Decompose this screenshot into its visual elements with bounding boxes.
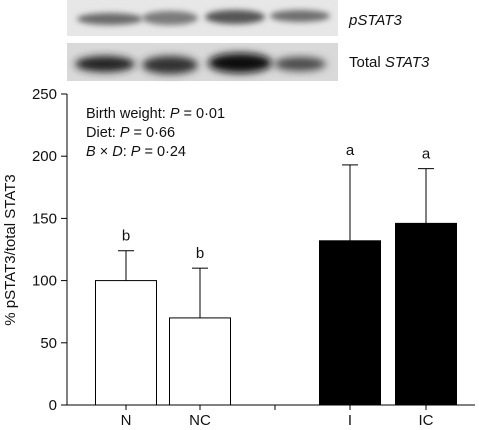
significance-label-i: a	[346, 142, 355, 159]
y-axis-label: % pSTAT3/total STAT3	[2, 174, 19, 325]
stat-interaction: B × D: P = 0·24	[86, 144, 186, 160]
bar-n	[95, 280, 157, 406]
bar-nc	[169, 317, 231, 406]
blot-label-pstat3: pSTAT3	[348, 12, 402, 29]
y-ticks: 0 50 100 150 200 250	[32, 86, 67, 414]
stat-interaction-value: = 0·24	[140, 144, 186, 160]
category-label-i: I	[348, 412, 352, 429]
stat-interaction-d: D	[112, 144, 122, 160]
y-tick-label: 150	[32, 210, 57, 227]
stat-interaction-times: ×	[96, 144, 113, 160]
x-ticks	[125, 405, 427, 410]
y-tick-label: 50	[40, 335, 57, 352]
stats-annotation: Birth weight: P = 0·01 Diet: P = 0·66 B …	[86, 106, 225, 160]
stat-diet-value: = 0·66	[130, 125, 176, 141]
blot-strip-total-stat3	[67, 43, 338, 81]
stat-birth-weight-prefix: Birth weight:	[86, 106, 170, 122]
blot-strip-pstat3	[67, 0, 338, 36]
stat-interaction-p: P	[131, 144, 141, 160]
y-tick-label: 250	[32, 86, 57, 103]
stat-birth-weight: Birth weight: P = 0·01	[86, 106, 225, 122]
stat-birth-weight-p: P	[170, 106, 180, 122]
category-label-n: N	[121, 412, 132, 429]
bars: b Nb NC a Ia IC	[95, 142, 457, 429]
significance-label-ic: a	[422, 146, 431, 163]
y-tick-label: 0	[49, 397, 57, 414]
significance-label-nc: b	[196, 245, 204, 262]
stat-interaction-b: B	[86, 144, 96, 160]
stat-interaction-colon: :	[123, 144, 131, 160]
stat-diet: Diet: P = 0·66	[86, 125, 175, 141]
blot-label-total-stat3: Total STAT3	[349, 54, 430, 71]
bar-i	[319, 240, 381, 406]
blot-label-total-prefix: Total	[349, 54, 385, 71]
stat-diet-prefix: Diet:	[86, 125, 120, 141]
y-tick-label: 100	[32, 273, 57, 290]
stat-diet-p: P	[120, 125, 130, 141]
category-label-ic: IC	[419, 412, 434, 429]
significance-label-n: b	[122, 228, 130, 245]
blot-label-total-italic: STAT3	[385, 54, 430, 71]
stat-birth-weight-value: = 0·01	[180, 106, 226, 122]
western-blot-image	[67, 0, 338, 81]
category-label-nc: NC	[189, 412, 211, 429]
bar-ic	[395, 222, 457, 406]
y-tick-label: 200	[32, 148, 57, 165]
